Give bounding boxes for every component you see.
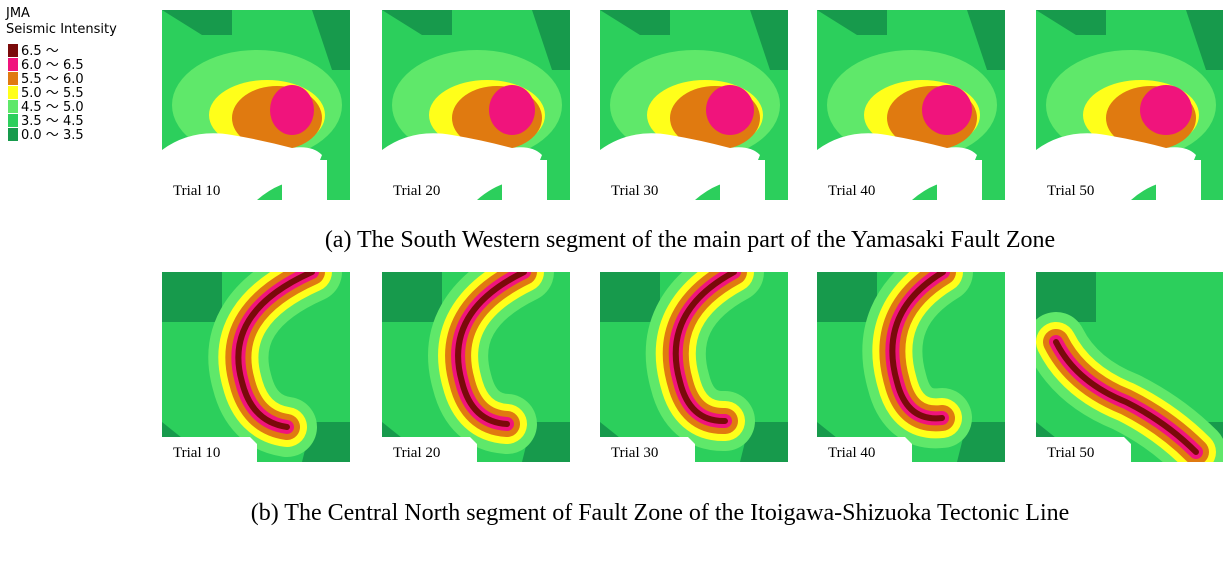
map-layers (162, 10, 350, 200)
legend-label: 0.0 ～ 3.5 (21, 128, 84, 143)
trial-label: Trial 50 (1047, 445, 1094, 461)
legend-swatch (8, 44, 18, 57)
legend-swatch (8, 128, 18, 141)
trial-label: Trial 30 (611, 183, 658, 199)
legend-label: 5.0 ～ 5.5 (21, 86, 84, 101)
legend-swatch (8, 58, 18, 71)
map: Trial 50 (1036, 272, 1223, 462)
trial-label: Trial 50 (1047, 183, 1094, 199)
figure: JMA Seismic Intensity (a) The South West… (0, 0, 1223, 563)
legend-swatch (8, 100, 18, 113)
trial-label: Trial 40 (828, 183, 875, 199)
legend-label: 5.5 ～ 6.0 (21, 72, 84, 87)
trial-label: Trial 30 (611, 445, 658, 461)
map-layers (817, 10, 1005, 200)
region (1140, 85, 1192, 135)
map: Trial 30 (600, 10, 788, 200)
map: Trial 10 (162, 272, 350, 462)
legend-label: 6.5 ～ (21, 44, 59, 59)
sea (1156, 160, 1201, 200)
sea (937, 160, 982, 200)
caption: (b) The Central North segment of Fault Z… (251, 500, 1070, 526)
region (489, 85, 535, 135)
map-layers (1036, 272, 1223, 462)
map-layers (382, 272, 570, 462)
map: Trial 50 (1036, 10, 1223, 200)
map: Trial 30 (600, 272, 788, 462)
region (706, 85, 754, 135)
trial-label: Trial 40 (828, 445, 875, 461)
caption: (a) The South Western segment of the mai… (325, 227, 1055, 253)
legend-swatch (8, 114, 18, 127)
map-layers (600, 10, 788, 200)
trial-label: Trial 20 (393, 445, 440, 461)
region (270, 85, 314, 135)
sea (720, 160, 765, 200)
map-layers (162, 272, 350, 462)
legend-subtitle: Seismic Intensity (6, 22, 117, 37)
sea (282, 160, 327, 200)
legend-title: JMA (5, 6, 30, 21)
map: Trial 20 (382, 10, 570, 200)
region (922, 85, 972, 135)
legend-label: 3.5 ～ 4.5 (21, 114, 84, 129)
legend-swatch (8, 86, 18, 99)
map-layers (600, 272, 788, 462)
map-layers (382, 10, 570, 200)
map: Trial 20 (382, 272, 570, 462)
map: Trial 40 (817, 10, 1005, 200)
figure-canvas: JMA Seismic Intensity (a) The South West… (0, 0, 1223, 563)
map-layers (1036, 10, 1223, 200)
legend-label: 6.0 ～ 6.5 (21, 58, 84, 73)
trial-label: Trial 10 (173, 183, 220, 199)
map: Trial 40 (817, 272, 1005, 462)
trial-label: Trial 20 (393, 183, 440, 199)
sea (502, 160, 547, 200)
trial-label: Trial 10 (173, 445, 220, 461)
legend-label: 4.5 ～ 5.0 (21, 100, 84, 115)
map-layers (817, 272, 1005, 462)
legend-swatch (8, 72, 18, 85)
map: Trial 10 (162, 10, 350, 200)
